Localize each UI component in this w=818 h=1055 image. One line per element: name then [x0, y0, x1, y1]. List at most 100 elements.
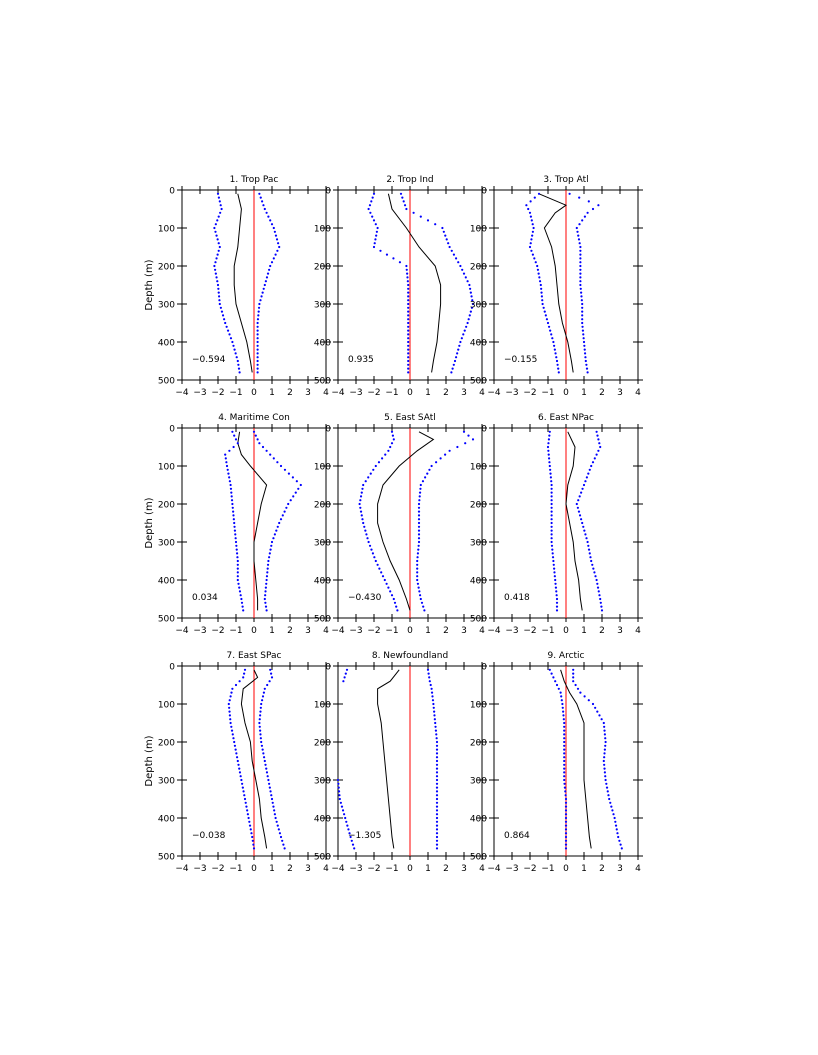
- upper-bound-dot: [265, 771, 269, 774]
- lower-bound-dot: [223, 318, 226, 321]
- lower-bound-dot: [551, 556, 555, 559]
- upper-bound-dot: [276, 461, 279, 464]
- lower-bound-dot: [540, 287, 543, 290]
- x-tick-label: −3: [193, 626, 206, 636]
- lower-bound-dot: [226, 468, 229, 471]
- lower-bound-dot: [387, 449, 390, 452]
- upper-bound-dot: [269, 548, 272, 551]
- upper-bound-dot: [266, 563, 270, 566]
- lower-bound-dot: [407, 310, 410, 313]
- upper-bound-dot: [456, 352, 459, 355]
- upper-bound-dot: [266, 571, 269, 574]
- lower-bound-dot: [549, 329, 552, 332]
- x-tick-label: 4: [323, 388, 329, 398]
- lower-bound-dot: [236, 442, 239, 445]
- upper-bound-dot: [419, 597, 422, 601]
- upper-bound-dot: [603, 729, 606, 732]
- upper-bound-dot: [274, 234, 278, 237]
- lower-bound-dot: [235, 756, 239, 759]
- upper-bound-dot: [418, 495, 421, 498]
- upper-bound-dot: [579, 280, 582, 283]
- upper-bound-dot: [258, 192, 261, 195]
- upper-bound-dot: [581, 314, 584, 317]
- lower-bound-dot: [564, 847, 568, 850]
- upper-bound-dot: [579, 691, 582, 694]
- upper-bound-dot: [605, 782, 608, 785]
- upper-bound-dot: [580, 491, 583, 494]
- lower-bound-dot: [359, 510, 363, 513]
- upper-bound-dot: [417, 544, 420, 547]
- lower-bound-dot: [407, 371, 410, 374]
- lower-bound-dot: [230, 691, 233, 694]
- y-tick-label: 500: [314, 853, 331, 863]
- lower-bound-dot: [361, 487, 364, 490]
- lower-bound-dot: [233, 348, 236, 351]
- lower-bound-dot: [563, 756, 566, 759]
- lower-bound-dot: [216, 253, 219, 256]
- x-tick-label: 4: [479, 626, 485, 636]
- lower-bound-dot: [564, 832, 568, 835]
- upper-bound-dot: [268, 680, 271, 683]
- lower-bound-dot: [369, 211, 372, 214]
- upper-bound-dot: [281, 514, 284, 517]
- lower-bound-dot: [550, 521, 553, 525]
- upper-bound-dot: [456, 445, 459, 449]
- upper-bound-dot: [426, 668, 430, 671]
- upper-bound-dot: [583, 352, 587, 355]
- upper-bound-dot: [583, 695, 586, 698]
- upper-bound-dot: [265, 767, 268, 770]
- upper-bound-dot: [593, 457, 596, 460]
- lower-bound-dot: [359, 506, 362, 509]
- lower-bound-dot: [245, 805, 248, 808]
- lower-bound-dot: [241, 605, 244, 608]
- lower-bound-dot: [407, 325, 410, 328]
- upper-bound-dot: [265, 582, 268, 585]
- y-tick-label: 0: [481, 187, 487, 197]
- lower-bound-dot: [214, 272, 217, 275]
- upper-bound-dot: [468, 314, 471, 317]
- upper-bound-dot: [272, 805, 275, 808]
- upper-bound-dot: [598, 714, 601, 717]
- x-tick-label: −2: [367, 864, 380, 874]
- x-tick-label: −1: [229, 864, 242, 874]
- lower-bound-dot: [550, 518, 553, 521]
- upper-bound-dot: [578, 242, 581, 245]
- y-tick-label: 400: [314, 815, 331, 825]
- upper-bound-dot: [273, 533, 276, 536]
- upper-bound-dot: [426, 219, 430, 222]
- y-tick-label: 0: [169, 187, 175, 197]
- upper-bound-dot: [603, 748, 606, 751]
- lower-bound-dot: [407, 321, 410, 325]
- upper-bound-dot: [452, 363, 455, 366]
- lower-bound-dot: [563, 729, 566, 732]
- lower-bound-dot: [376, 563, 379, 566]
- lower-bound-dot: [552, 559, 555, 563]
- upper-bound-dot: [416, 571, 419, 574]
- y-axis-label: Depth (m): [144, 497, 155, 548]
- lower-bound-dot: [373, 242, 376, 245]
- y-tick-label: 400: [314, 577, 331, 587]
- upper-bound-dot: [441, 226, 444, 230]
- upper-bound-dot: [267, 215, 270, 218]
- lower-bound-dot: [235, 356, 238, 359]
- lower-bound-dot: [549, 476, 552, 479]
- lower-bound-dot: [361, 518, 364, 521]
- upper-bound-dot: [259, 299, 262, 302]
- lower-bound-dot: [225, 325, 228, 328]
- y-tick-label: 400: [470, 339, 487, 349]
- upper-bound-dot: [252, 430, 256, 433]
- upper-bound-dot: [260, 740, 263, 744]
- y-tick-label: 200: [314, 739, 331, 749]
- lower-bound-dot: [538, 276, 541, 279]
- upper-bound-dot: [435, 790, 439, 793]
- upper-bound-dot: [269, 668, 272, 671]
- upper-bound-dot: [579, 268, 582, 271]
- lower-bound-dot: [541, 302, 544, 306]
- lower-bound-dot: [353, 847, 356, 850]
- x-tick-label: 1: [425, 388, 431, 398]
- lower-bound-dot: [230, 725, 233, 728]
- lower-bound-dot: [554, 352, 557, 355]
- upper-bound-dot: [287, 472, 291, 475]
- lower-bound-dot: [564, 824, 568, 827]
- upper-bound-dot: [579, 287, 582, 290]
